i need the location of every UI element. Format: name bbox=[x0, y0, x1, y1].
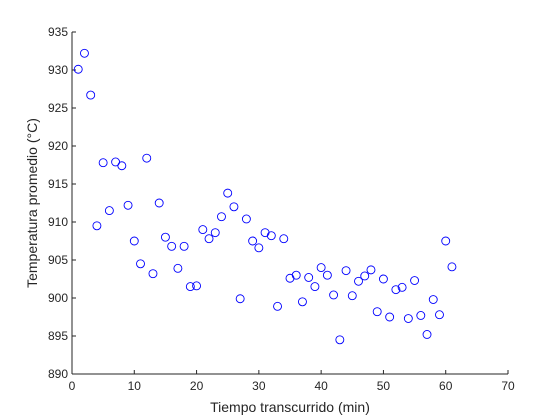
data-point bbox=[210, 228, 220, 238]
y-tick-label: 915 bbox=[48, 177, 68, 191]
y-tick-label: 920 bbox=[48, 139, 68, 153]
data-point bbox=[160, 232, 170, 242]
data-point bbox=[217, 212, 226, 222]
x-tick-label: 50 bbox=[377, 379, 391, 393]
x-tick-label: 40 bbox=[314, 379, 328, 393]
data-point bbox=[185, 282, 195, 292]
x-tick-label: 20 bbox=[190, 379, 204, 393]
data-point bbox=[304, 273, 314, 282]
data-point bbox=[204, 234, 214, 244]
data-point bbox=[322, 270, 332, 280]
data-point bbox=[123, 200, 133, 210]
data-point bbox=[397, 282, 407, 292]
data-point bbox=[428, 295, 438, 304]
data-point bbox=[347, 291, 357, 301]
data-point bbox=[391, 285, 401, 295]
y-tick-label: 890 bbox=[48, 367, 68, 381]
y-tick-label: 910 bbox=[48, 215, 68, 229]
x-tick-label: 60 bbox=[439, 379, 453, 393]
data-point bbox=[179, 241, 189, 251]
y-axis-label: Temperatura promedio (°C) bbox=[24, 118, 40, 288]
data-point bbox=[266, 231, 276, 241]
data-point bbox=[378, 274, 388, 284]
data-point bbox=[73, 64, 83, 74]
data-point bbox=[241, 214, 251, 224]
data-point bbox=[447, 262, 457, 272]
data-point bbox=[98, 158, 108, 168]
data-point bbox=[316, 263, 326, 273]
data-point bbox=[279, 234, 289, 244]
data-point bbox=[435, 310, 444, 320]
data-point bbox=[366, 265, 376, 275]
y-tick-label: 935 bbox=[48, 25, 68, 39]
x-axis-label: Tiempo transcurrido (min) bbox=[210, 399, 370, 415]
data-point bbox=[198, 225, 208, 235]
data-point bbox=[254, 243, 264, 253]
data-point bbox=[192, 281, 202, 291]
data-point bbox=[291, 270, 301, 280]
y-tick-label: 925 bbox=[48, 101, 68, 115]
y-tick-label: 900 bbox=[48, 291, 68, 305]
data-points bbox=[73, 48, 457, 345]
data-point bbox=[341, 266, 351, 276]
data-point bbox=[148, 269, 158, 279]
data-point bbox=[136, 259, 145, 269]
data-point bbox=[80, 48, 89, 58]
data-point bbox=[410, 276, 420, 285]
data-point bbox=[173, 263, 183, 273]
x-axis: 0 10 20 30 40 50 60 70 bbox=[69, 370, 515, 393]
y-tick-label: 895 bbox=[48, 329, 68, 343]
data-point bbox=[372, 307, 382, 317]
data-point bbox=[167, 241, 177, 251]
x-tick-label: 70 bbox=[501, 379, 515, 393]
data-point bbox=[273, 301, 282, 311]
data-point bbox=[129, 236, 139, 246]
data-point bbox=[117, 161, 127, 171]
data-point bbox=[104, 206, 114, 216]
data-point bbox=[310, 282, 320, 292]
x-tick-label: 30 bbox=[252, 379, 266, 393]
data-point bbox=[142, 153, 152, 163]
data-point bbox=[223, 188, 233, 198]
data-point bbox=[403, 314, 413, 323]
data-point bbox=[441, 236, 451, 246]
data-point bbox=[360, 271, 370, 281]
data-point bbox=[329, 290, 339, 300]
data-point bbox=[422, 330, 432, 339]
y-tick-label: 930 bbox=[48, 63, 68, 77]
data-point bbox=[92, 221, 102, 231]
data-point bbox=[385, 312, 395, 322]
data-point bbox=[154, 198, 164, 208]
data-point bbox=[335, 335, 345, 345]
data-point bbox=[86, 90, 96, 100]
data-point bbox=[354, 276, 363, 286]
x-tick-label: 0 bbox=[69, 379, 76, 393]
y-tick-label: 905 bbox=[48, 253, 68, 267]
data-point bbox=[229, 202, 239, 212]
data-point bbox=[235, 294, 245, 304]
x-tick-label: 10 bbox=[128, 379, 142, 393]
data-point bbox=[298, 297, 307, 307]
data-point bbox=[248, 236, 258, 246]
data-point bbox=[416, 311, 426, 320]
